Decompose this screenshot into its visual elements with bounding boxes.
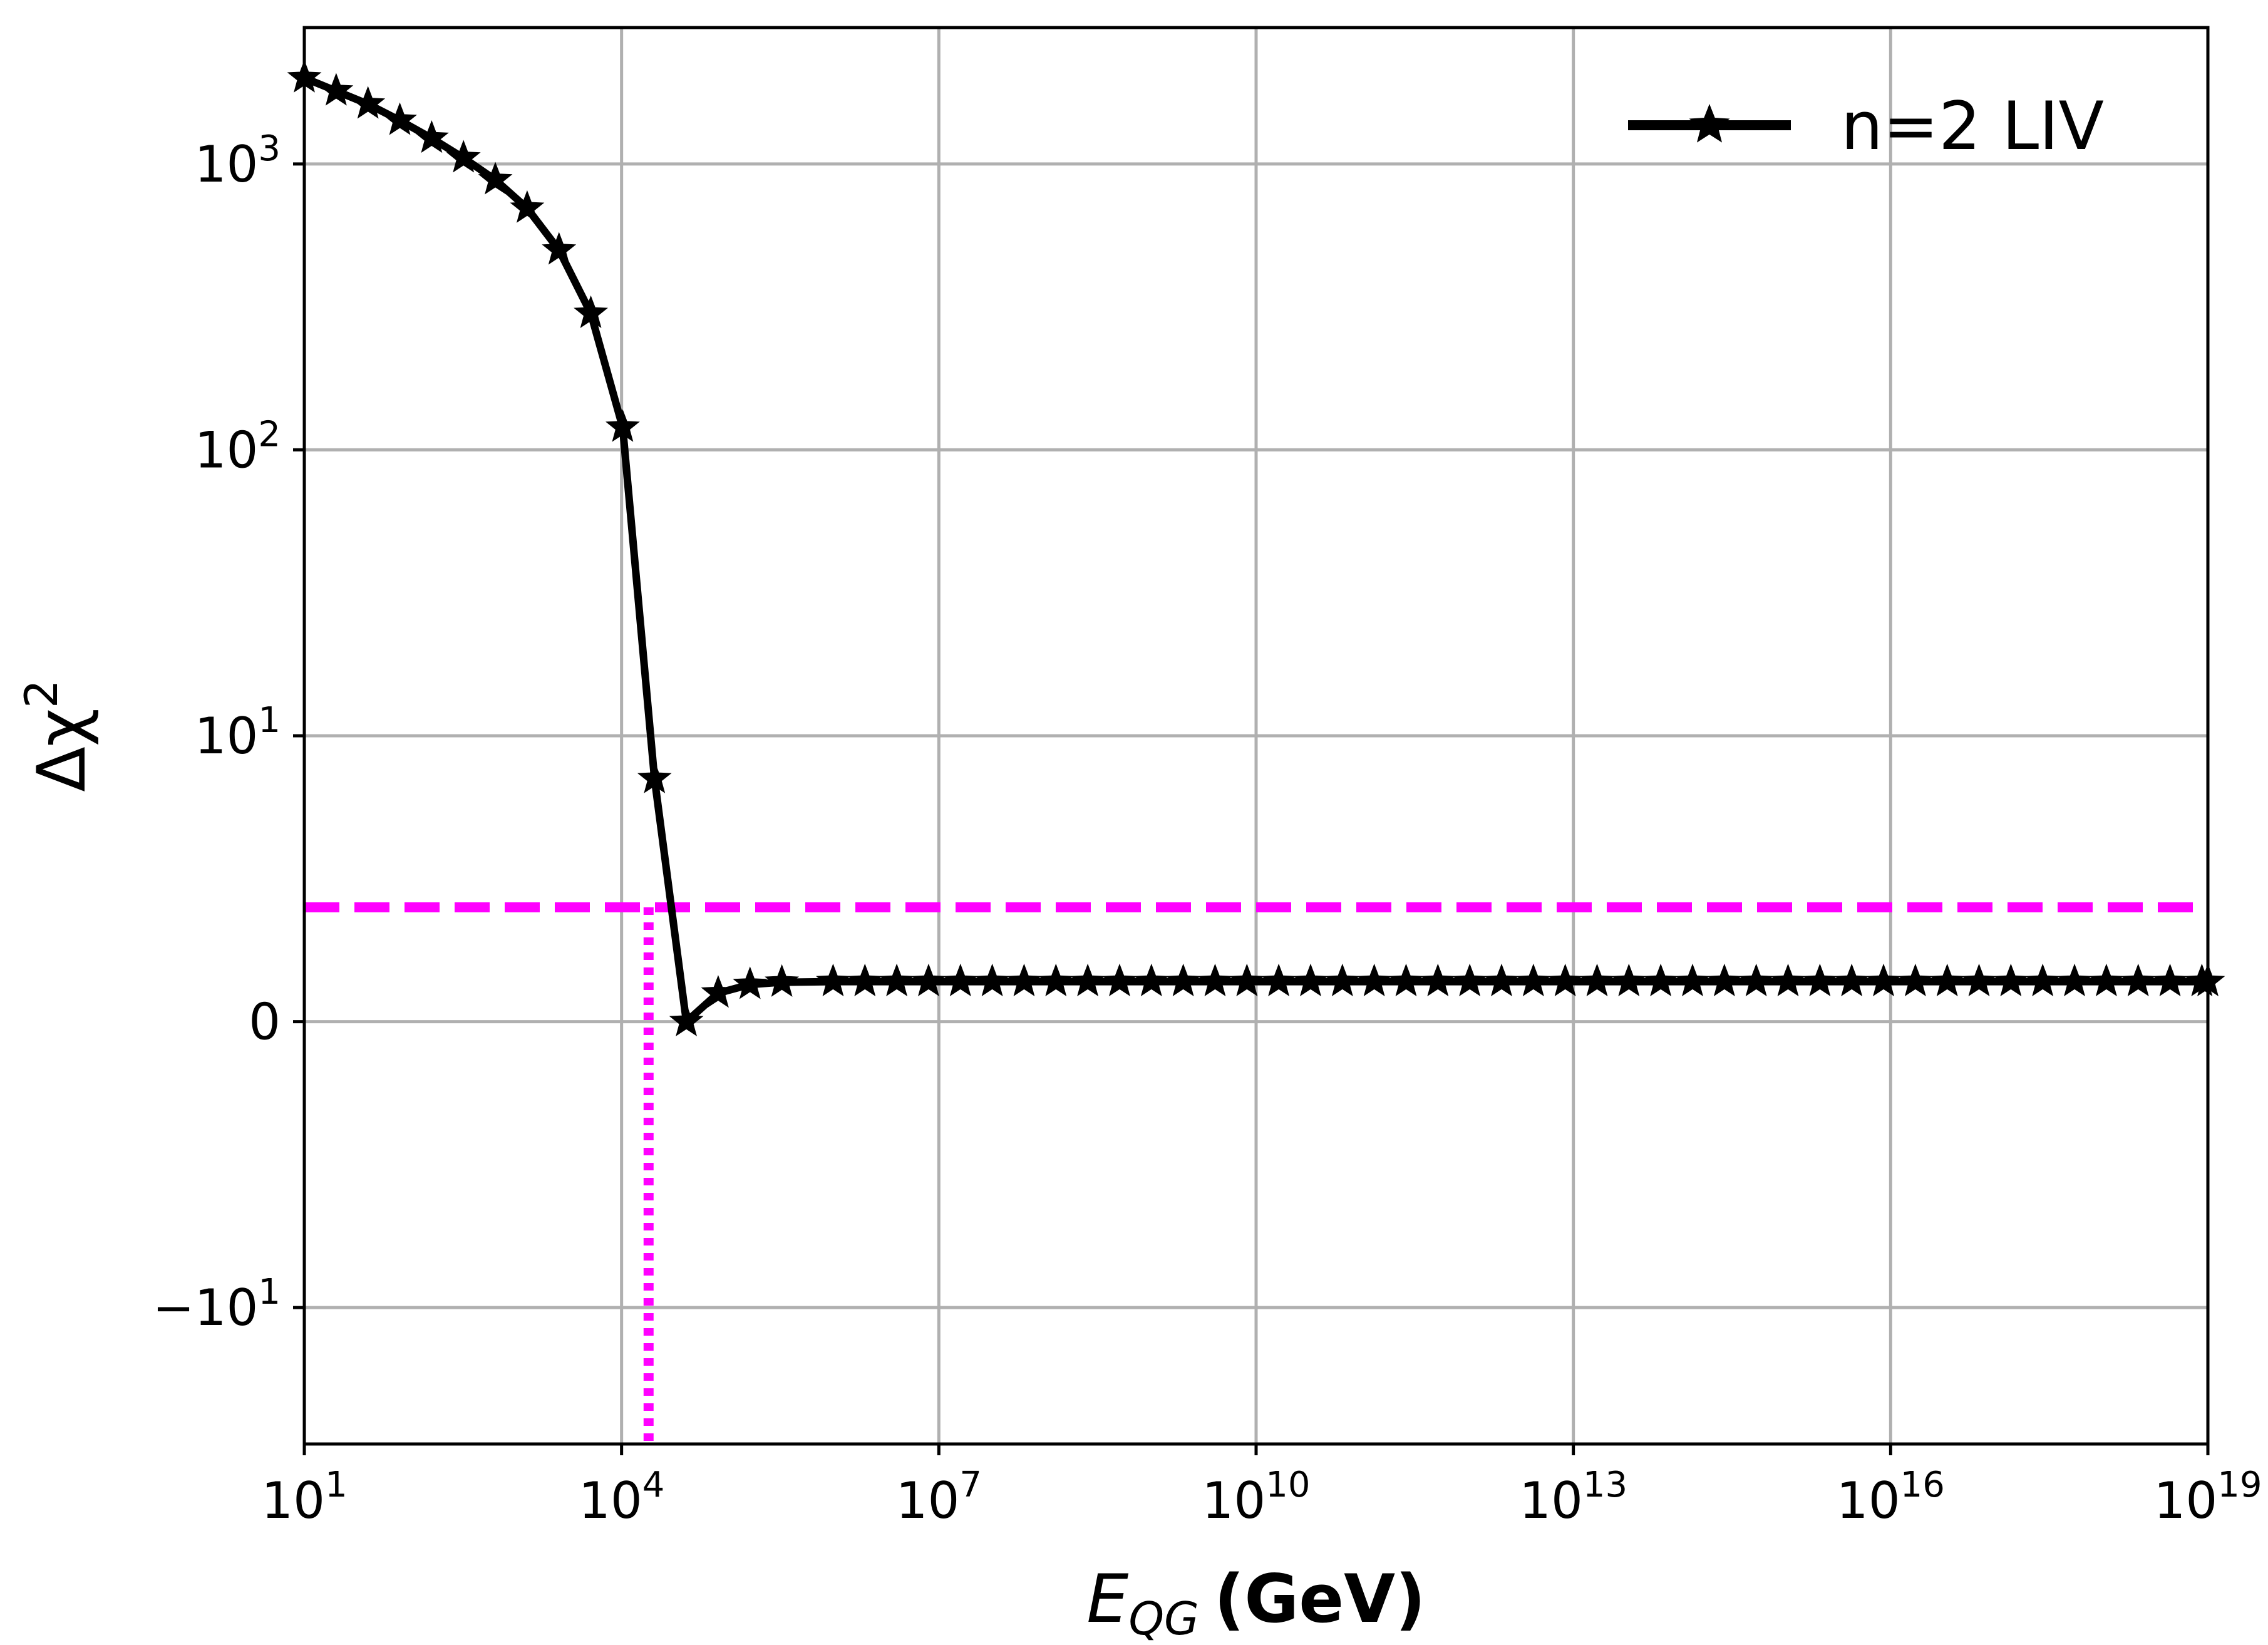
data-point-star: [1484, 963, 1519, 996]
y-axis-label-main: Δχ: [23, 708, 100, 792]
x-tick-label: 1010: [1202, 1465, 1310, 1530]
data-point-star: [1834, 963, 1869, 996]
data-point-star: [1293, 963, 1328, 996]
data-series: [287, 59, 2225, 1036]
legend: n=2 LIV: [1628, 88, 2104, 165]
data-point-star: [765, 964, 800, 997]
data-point-star: [1134, 963, 1169, 996]
legend-label: n=2 LIV: [1841, 88, 2104, 165]
data-point-star: [1739, 963, 1774, 996]
x-axis-label-sub: QG: [1128, 1592, 1198, 1645]
data-point-star: [1198, 963, 1232, 996]
data-point-star: [1420, 963, 1455, 996]
data-point-star: [1261, 963, 1296, 996]
data-point-star: [1675, 963, 1710, 996]
data-point-star: [816, 963, 850, 996]
x-tick-label: 101: [261, 1465, 347, 1530]
x-tick-label: 104: [579, 1465, 664, 1530]
data-point-star: [911, 963, 946, 996]
data-point-star: [1611, 963, 1646, 996]
data-point-star: [414, 120, 449, 153]
data-point-star: [733, 966, 768, 999]
reference-lines: [304, 902, 2208, 1444]
x-tick-label: 107: [896, 1465, 982, 1530]
data-point-star: [446, 140, 481, 173]
data-point-star: [1516, 963, 1551, 996]
data-point-star: [1993, 963, 2028, 996]
data-point-star: [319, 73, 354, 106]
data-point-star: [1038, 963, 1073, 996]
data-point-star: [510, 190, 545, 223]
data-point-star: [1898, 963, 1933, 996]
data-point-star: [1102, 963, 1137, 996]
data-point-star: [637, 760, 672, 793]
data-point-star: [1548, 963, 1583, 996]
data-point-star: [574, 295, 608, 328]
y-axis-label: Δχ2: [15, 679, 100, 792]
data-point-star: [605, 409, 640, 442]
data-point-star: [542, 232, 577, 265]
data-point-star: [1389, 963, 1423, 996]
data-point-star: [1007, 963, 1041, 996]
data-point-star: [383, 102, 417, 135]
data-point-star: [1707, 963, 1742, 996]
data-point-star: [1771, 963, 1805, 996]
y-tick-label: 0: [249, 993, 281, 1051]
y-tick-label: 103: [195, 128, 281, 193]
grid: [302, 28, 2210, 1444]
data-point-star: [1070, 963, 1105, 996]
data-point-star: [1166, 963, 1201, 996]
x-axis-label-unit: (GeV): [1214, 1560, 1426, 1637]
data-point-star: [1962, 963, 1996, 996]
data-point-star: [2121, 963, 2156, 996]
data-point-star: [879, 963, 914, 996]
data-point-star: [2057, 963, 2092, 996]
data-point-star: [701, 975, 736, 1008]
y-tick-label: −101: [153, 1272, 281, 1337]
data-point-star: [2153, 963, 2187, 996]
data-point-star: [1802, 963, 1837, 996]
data-point-star: [1580, 963, 1614, 996]
data-point-star: [1325, 963, 1360, 996]
data-point-star: [847, 963, 882, 996]
data-point-star: [351, 86, 386, 119]
data-point-star: [1866, 963, 1901, 996]
y-axis-ticks: 103 102 101 0 −101: [153, 128, 304, 1337]
y-tick-label: 102: [195, 414, 281, 479]
data-point-star: [2025, 963, 2060, 996]
data-point-star: [975, 963, 1010, 996]
data-point-star: [1229, 963, 1264, 996]
data-point-star: [478, 162, 513, 195]
data-point-star: [1643, 963, 1678, 996]
data-point-star: [943, 963, 978, 996]
y-axis-label-sup: 2: [15, 679, 68, 708]
data-point-star: [1452, 963, 1487, 996]
x-tick-label: 1019: [2153, 1465, 2262, 1530]
y-tick-label: 101: [195, 700, 281, 765]
x-tick-label: 1013: [1519, 1465, 1627, 1530]
data-point-star: [1930, 963, 1965, 996]
data-point-star: [669, 1003, 704, 1036]
x-axis-label-main: E: [1086, 1560, 1128, 1637]
x-tick-label: 1016: [1837, 1465, 1945, 1530]
x-axis-ticks: 101 104 107 1010 1013 1016 1019: [261, 1444, 2262, 1530]
data-point-star: [2089, 963, 2124, 996]
x-axis-label: EQG (GeV): [1086, 1560, 1425, 1645]
legend-star-marker: [1689, 103, 1730, 143]
data-point-star: [1357, 963, 1392, 996]
